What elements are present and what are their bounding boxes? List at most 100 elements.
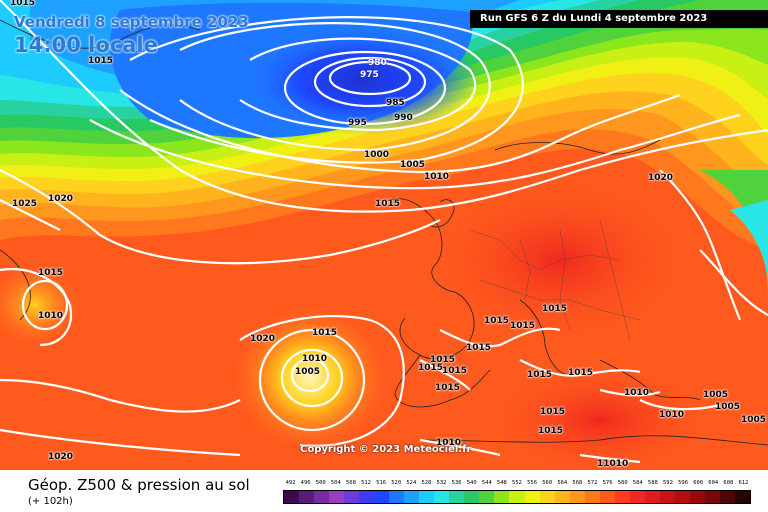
scale-label: 552 — [512, 480, 522, 486]
scale-label: 520 — [391, 480, 402, 486]
scale-swatch — [539, 491, 555, 503]
scale-swatch — [644, 491, 660, 503]
isobar-label: 1010 — [302, 354, 328, 364]
isobar-label: 1005 — [715, 402, 741, 412]
isobar-985 — [283, 50, 447, 126]
scale-label: 508 — [345, 480, 356, 486]
scale-swatch — [719, 491, 735, 503]
isobar-label: 1015 — [540, 407, 566, 417]
isobar-1010-azores — [280, 348, 344, 408]
coast-scandinavia — [494, 139, 661, 155]
isobar-label: 1015 — [430, 355, 456, 365]
forecast-lead-time: (+ 102h) — [28, 496, 73, 507]
scale-swatch — [584, 491, 600, 503]
scale-label: 556 — [527, 480, 538, 486]
scale-label: 560 — [542, 480, 553, 486]
isobar-label: 985 — [386, 98, 405, 108]
scale-swatch — [509, 491, 525, 503]
copyright-notice: Copyright © 2023 Meteociel.fr — [300, 444, 472, 455]
isobar-label: 995 — [348, 118, 367, 128]
isobar-1010 — [89, 113, 741, 190]
scale-swatch — [449, 491, 465, 503]
isobars — [0, 0, 768, 464]
scale-swatch — [359, 491, 375, 503]
scale-swatch — [569, 491, 585, 503]
scale-swatch — [389, 491, 405, 503]
isobar-label: 975 — [360, 70, 379, 80]
weather-map: Vendredi 8 septembre 2023 14:00 locale R… — [0, 0, 768, 470]
isobar-1010-med — [599, 388, 661, 397]
scale-label: 596 — [678, 480, 689, 486]
scale-label: 592 — [662, 480, 673, 486]
band-east-edge — [700, 170, 768, 300]
forecast-time: 14:00 locale — [14, 33, 158, 57]
scale-label: 604 — [708, 480, 719, 486]
isobar-label: 1015 — [542, 304, 568, 314]
scale-swatch — [614, 491, 630, 503]
isobar-label: 1015 — [527, 370, 553, 380]
scale-swatch — [299, 491, 315, 503]
scale-label: 504 — [330, 480, 341, 486]
scale-swatch — [479, 491, 495, 503]
scale-swatch — [464, 491, 480, 503]
scale-swatch — [374, 491, 390, 503]
scale-label: 564 — [557, 480, 568, 486]
scale-label: 496 — [300, 480, 311, 486]
scale-label: 576 — [602, 480, 613, 486]
isobar-1010-africa-2 — [579, 453, 641, 464]
isobar-1005-azores — [290, 357, 330, 393]
isobar-label: 1005 — [295, 367, 321, 377]
isobar-label: 1010 — [38, 311, 64, 321]
scale-label: 600 — [693, 480, 704, 486]
coast-north-africa — [419, 435, 768, 446]
isobar-label: 11010 — [597, 459, 629, 469]
scale-swatch — [284, 491, 300, 503]
isobar-label: 1010 — [436, 438, 462, 448]
isobar-1005 — [119, 89, 681, 174]
map-footer: Géop. Z500 & pression au sol (+ 102h) 49… — [0, 470, 768, 512]
map-title: Géop. Z500 & pression au sol — [28, 476, 250, 494]
isobar-1015-med — [519, 359, 641, 377]
isobar-label: 1015 — [484, 316, 510, 326]
isobar-label: 1015 — [10, 0, 36, 8]
scale-label: 532 — [436, 480, 447, 486]
isobar-1010-africa — [419, 438, 501, 457]
isobar-label: 1015 — [568, 368, 594, 378]
scale-label: 608 — [723, 480, 734, 486]
isobar-label: 1015 — [375, 199, 401, 209]
isobar-990 — [239, 37, 477, 132]
isobar-label: 1020 — [250, 334, 276, 344]
scale-swatch — [629, 491, 645, 503]
scale-swatch — [419, 491, 435, 503]
scale-swatch — [734, 491, 750, 503]
west-low — [0, 265, 80, 345]
isobar-label: 1015 — [312, 328, 338, 338]
isobar-995 — [179, 22, 491, 152]
forecast-date: Vendredi 8 septembre 2023 — [14, 13, 249, 31]
scale-swatch — [404, 491, 420, 503]
run-banner: Run GFS 6 Z du Lundi 4 septembre 2023 — [470, 10, 768, 28]
isobar-1020-north — [0, 169, 441, 265]
isobar-label: 1010 — [424, 172, 450, 182]
isobar-label: 1020 — [48, 452, 74, 462]
isobar-label: 1010 — [624, 388, 650, 398]
geopotential-field — [0, 0, 768, 470]
scale-label: 516 — [376, 480, 387, 486]
isobar-980 — [313, 56, 427, 108]
scale-swatch — [674, 491, 690, 503]
band-east-edge-2 — [730, 200, 768, 290]
scale-label: 540 — [466, 480, 477, 486]
scale-swatch — [329, 491, 345, 503]
isobar-1015-north — [0, 0, 768, 213]
scale-swatch — [599, 491, 615, 503]
isobar-label: 1015 — [538, 426, 564, 436]
coast-uk — [429, 199, 455, 228]
color-scale-bar — [283, 490, 751, 504]
scale-label: 536 — [451, 480, 462, 486]
isobar-label: 1015 — [88, 56, 114, 66]
isobar-1015-iberia — [419, 359, 471, 391]
isobar-label: 1000 — [364, 150, 390, 160]
isobar-1015-azores — [258, 328, 366, 432]
scale-swatch — [524, 491, 540, 503]
scale-label: 580 — [617, 480, 628, 486]
